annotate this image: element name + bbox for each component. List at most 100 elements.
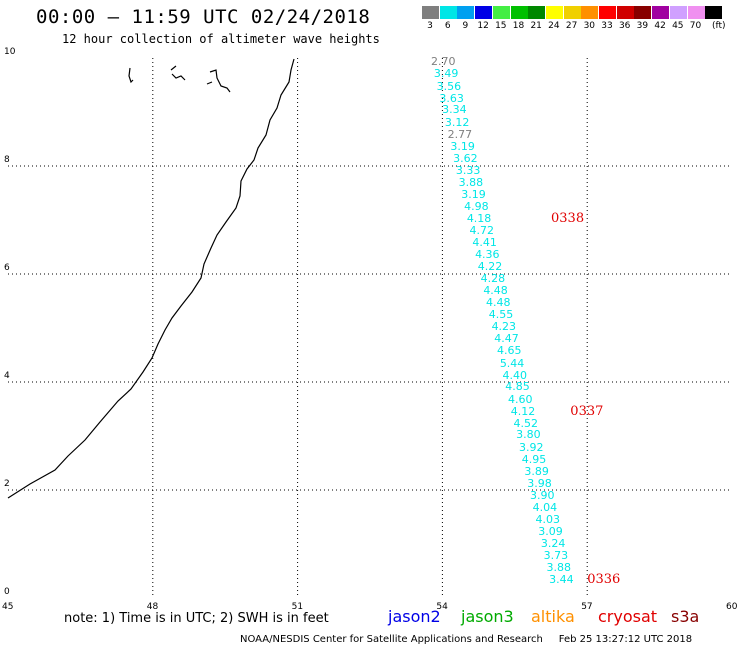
legend-label: 15 bbox=[495, 21, 507, 31]
island-a bbox=[128, 67, 134, 84]
legend-swatch bbox=[475, 6, 493, 19]
wave-height-value: 3.12 bbox=[444, 115, 470, 129]
wave-height-value: 4.48 bbox=[486, 296, 511, 310]
page-subtitle: 12 hour collection of altimeter wave hei… bbox=[62, 32, 380, 46]
legend-label: 9 bbox=[462, 21, 469, 31]
island-markers bbox=[128, 65, 231, 93]
legend-swatch bbox=[669, 6, 687, 19]
wave-height-value: 4.36 bbox=[475, 248, 500, 262]
legend-swatch bbox=[634, 6, 652, 19]
y-tick-label: 10 bbox=[4, 47, 16, 57]
wave-height-value: 3.44 bbox=[549, 573, 574, 587]
legend-label: 33 bbox=[601, 21, 613, 31]
wave-height-value: 2.70 bbox=[431, 54, 456, 68]
legend-swatch bbox=[687, 6, 705, 19]
satellite-cryosat: cryosat bbox=[598, 607, 658, 626]
x-tick-label: 54 bbox=[436, 602, 448, 612]
x-tick-label: 48 bbox=[146, 602, 159, 612]
legend-label: 27 bbox=[565, 21, 578, 31]
wave-height-value: 4.52 bbox=[513, 416, 538, 430]
legend-swatch bbox=[581, 6, 599, 19]
wave-height-value: 4.48 bbox=[483, 284, 508, 298]
pass-time-label: 0337 bbox=[570, 403, 604, 419]
page-title: 00:00 – 11:59 UTC 02/24/2018 bbox=[36, 6, 371, 28]
legend-label: 36 bbox=[618, 21, 631, 31]
wave-height-value: 3.92 bbox=[519, 440, 544, 454]
x-tick-label: 60 bbox=[726, 602, 738, 612]
wave-height-value: 3.80 bbox=[516, 428, 541, 442]
wave-height-value: 4.95 bbox=[521, 452, 547, 466]
coastline-somalia bbox=[7, 58, 295, 499]
legend-swatch bbox=[599, 6, 616, 19]
legend-swatch bbox=[545, 6, 563, 19]
wave-height-value: 3.19 bbox=[461, 187, 486, 201]
wave-height-value: 4.85 bbox=[505, 380, 530, 394]
legend-swatch bbox=[705, 6, 723, 19]
y-tick-label: 8 bbox=[4, 155, 10, 165]
wave-height-value: 4.23 bbox=[491, 320, 517, 334]
wave-height-value: 4.18 bbox=[466, 211, 492, 225]
legend-label: 42 bbox=[654, 21, 666, 31]
wave-height-value: 3.24 bbox=[540, 537, 566, 550]
y-tick-label: 2 bbox=[4, 479, 10, 489]
wave-height-value: 4.98 bbox=[464, 200, 489, 214]
x-tick-label: 51 bbox=[291, 602, 304, 612]
legend-label: 21 bbox=[530, 21, 542, 31]
satellite-jason3: jason3 bbox=[461, 607, 514, 626]
wave-height-value: 3.89 bbox=[524, 464, 549, 478]
legend-label: 39 bbox=[636, 21, 649, 31]
wave-height-value: 4.03 bbox=[535, 513, 561, 527]
wave-height-value: 3.49 bbox=[433, 67, 459, 81]
wave-height-value: 4.12 bbox=[510, 404, 536, 418]
pass-time-label: 0338 bbox=[551, 210, 585, 226]
wave-height-value: 3.98 bbox=[527, 477, 552, 491]
wave-height-value: 3.19 bbox=[450, 139, 475, 153]
credit-text: NOAA/NESDIS Center for Satellite Applica… bbox=[240, 634, 693, 645]
legend-swatch bbox=[457, 6, 475, 19]
y-tick-label: 6 bbox=[4, 263, 10, 273]
wave-height-value: 3.34 bbox=[442, 103, 467, 117]
wave-height-value: 4.40 bbox=[502, 368, 528, 382]
wave-height-value: 4.60 bbox=[508, 392, 533, 406]
wave-height-value: 3.73 bbox=[543, 548, 569, 562]
x-tick-label: 57 bbox=[581, 602, 593, 612]
wave-height-value: 4.28 bbox=[480, 272, 506, 286]
wave-height-value: 3.09 bbox=[538, 525, 563, 539]
satellite-altika: altika bbox=[531, 607, 575, 626]
wave-height-value: 5.44 bbox=[499, 356, 525, 370]
y-tick-label: 4 bbox=[4, 371, 10, 381]
wave-height-value: 3.62 bbox=[453, 151, 478, 165]
legend-label: 24 bbox=[548, 21, 560, 31]
y-tick-label: 0 bbox=[4, 587, 10, 597]
legend-swatch bbox=[563, 6, 581, 19]
wave-height-value: 3.88 bbox=[546, 561, 571, 575]
legend-label: 18 bbox=[512, 21, 525, 31]
island-b bbox=[170, 65, 186, 81]
wave-height-value: 4.41 bbox=[472, 236, 497, 250]
legend-swatch bbox=[616, 6, 634, 19]
satellite-s3a: s3a bbox=[671, 607, 700, 626]
wave-height-value: 3.90 bbox=[529, 488, 555, 502]
legend-label: 6 bbox=[444, 21, 451, 31]
legend-label: 12 bbox=[477, 21, 489, 31]
wave-height-value: 4.47 bbox=[494, 332, 519, 346]
wave-height-value: 3.56 bbox=[436, 79, 462, 93]
wave-height-value: 4.22 bbox=[477, 259, 503, 273]
wave-height-value: 4.04 bbox=[532, 500, 558, 514]
legend-label: 30 bbox=[583, 21, 596, 31]
wave-height-value: 4.55 bbox=[488, 308, 514, 322]
island-c bbox=[206, 69, 231, 93]
wave-height-value: 4.65 bbox=[496, 344, 522, 358]
legend-unit: (ft) bbox=[712, 21, 726, 31]
legend-swatch bbox=[652, 6, 670, 19]
legend-label: 3 bbox=[427, 21, 433, 31]
wave-height-value: 2.77 bbox=[447, 127, 473, 141]
wave-height-value: 3.33 bbox=[455, 163, 481, 177]
legend-label: 70 bbox=[689, 21, 702, 31]
legend-swatch bbox=[439, 6, 457, 19]
legend-swatch bbox=[528, 6, 546, 19]
wave-height-value: 3.88 bbox=[458, 175, 484, 189]
legend-label: 45 bbox=[672, 21, 684, 31]
note-text: note: 1) Time is in UTC; 2) SWH is in fe… bbox=[64, 611, 329, 626]
